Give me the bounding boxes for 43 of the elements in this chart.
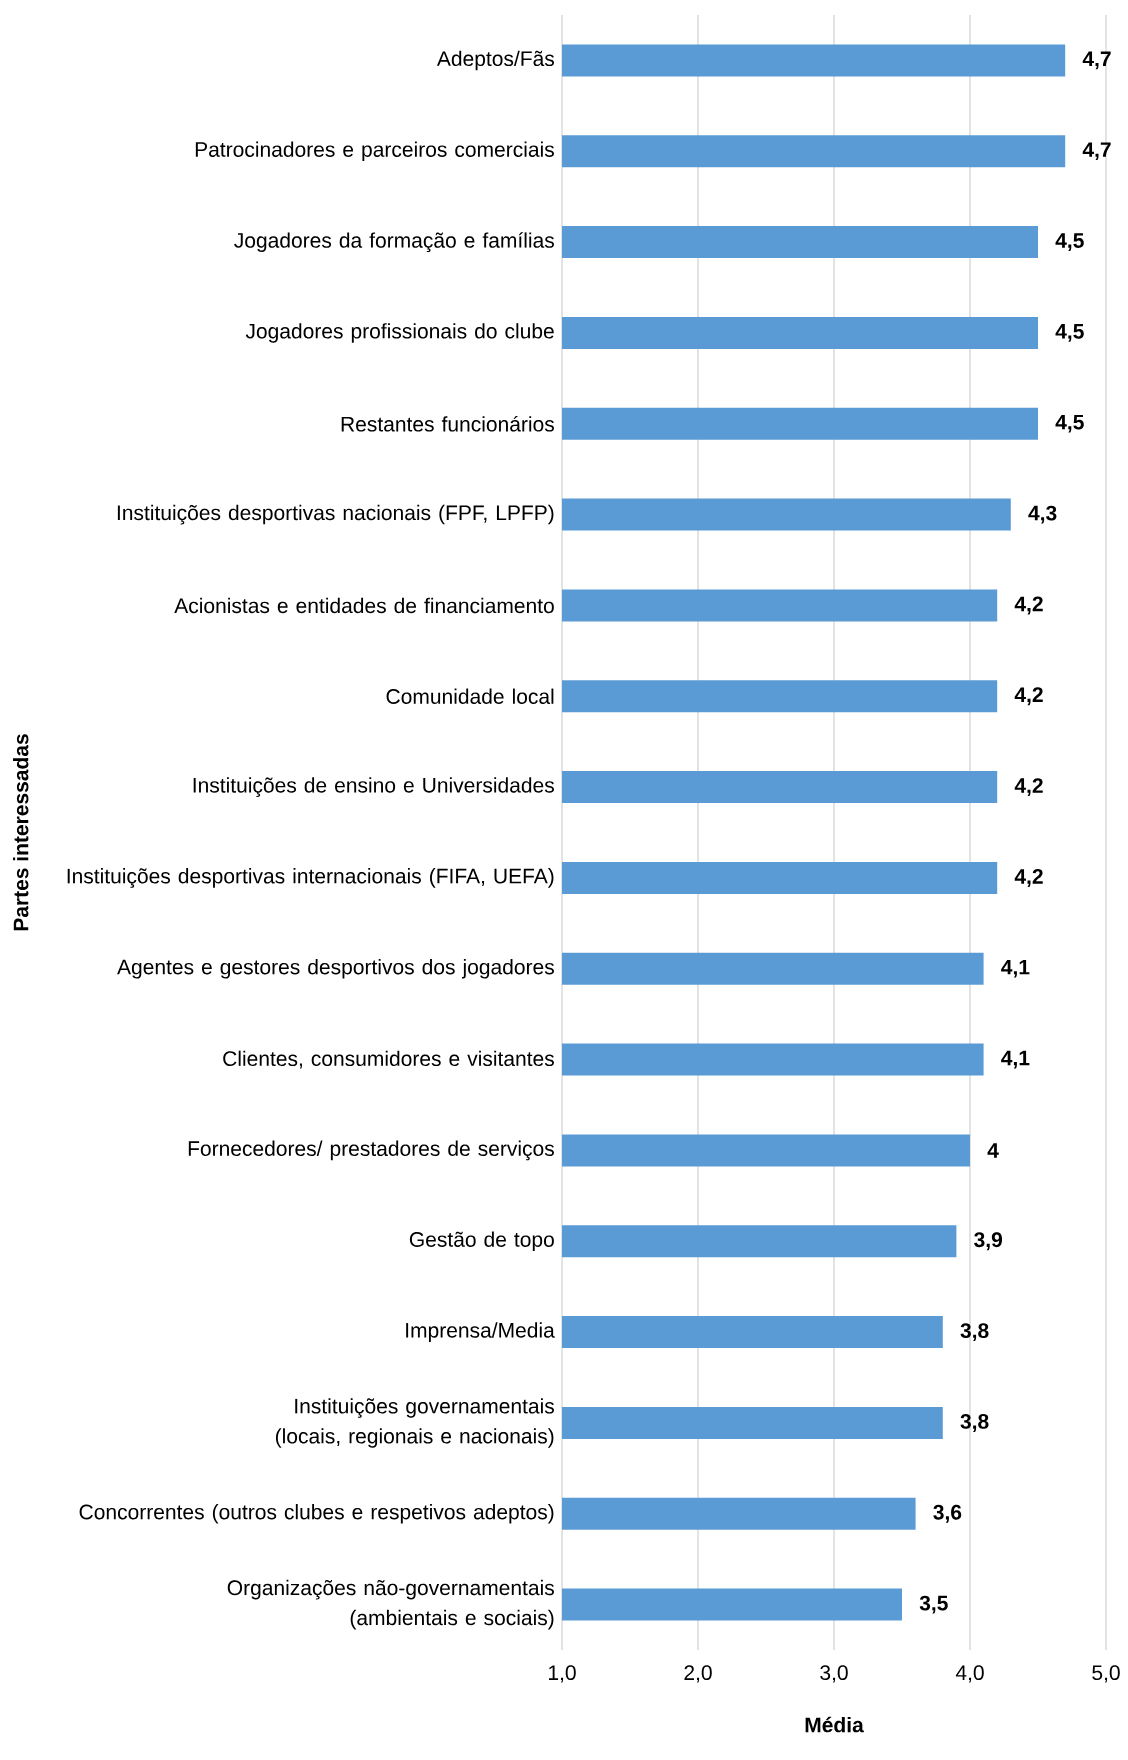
data-label: 4,5	[1055, 324, 1084, 342]
y-tick-label: Jogadores da formação e famílias	[234, 232, 554, 253]
data-label: 3,6	[933, 1504, 962, 1523]
y-tick-label: Organizações não-governamentais (ambientais e sociais)	[227, 1579, 554, 1630]
x-tick-label: 5,0	[1092, 1665, 1120, 1683]
y-tick-label: Instituições governamentais (locais, regionais e nacionais)	[275, 1398, 554, 1448]
y-tick-label: Gestão de topo	[409, 1231, 554, 1252]
data-label: 4,5	[1055, 233, 1084, 251]
data-label: 3,9	[974, 1232, 1003, 1251]
y-tick-label: Agentes e gestores desportivos dos jogadores	[117, 958, 554, 979]
data-label: 4,3	[1028, 505, 1057, 524]
data-label: 4,1	[1001, 1050, 1030, 1069]
x-tick-label: 1,0	[549, 1665, 576, 1683]
data-label: 4,2	[1014, 596, 1043, 615]
data-label: 4	[987, 1143, 999, 1158]
data-label: 4,2	[1014, 868, 1043, 887]
y-tick-label: Concorrentes (outros clubes e respetivos adeptos)	[79, 1503, 554, 1524]
y-tick-label: Instituições desportivas nacionais (FPF, LPFP)	[117, 504, 554, 525]
x-tick-label: 2,0	[684, 1665, 712, 1683]
data-label: 4,2	[1014, 778, 1043, 797]
y-tick-label: Jogadores profissionais do clube	[245, 323, 554, 343]
data-label: 4,7	[1082, 51, 1111, 70]
data-label: 4,5	[1055, 414, 1084, 433]
data-label: 4,1	[1001, 959, 1030, 978]
y-tick-label: Patrocinadores e parceiros comerciais	[195, 141, 554, 162]
x-tick-label: 3,0	[820, 1665, 848, 1683]
data-label: 3,8	[960, 1323, 989, 1342]
y-tick-label: Instituições de ensino e Universidades	[193, 777, 554, 797]
data-label: 3,5	[919, 1595, 948, 1614]
x-axis-title: Média	[805, 1716, 864, 1733]
y-tick-label: Adeptos/Fãs	[436, 50, 555, 71]
data-label: 3,8	[960, 1413, 989, 1432]
y-tick-label: Restantes funcionários	[341, 415, 554, 432]
y-axis-title: Partes interessadas	[13, 734, 29, 931]
y-tick-label: Fornecedores/ prestadores de serviços	[188, 1140, 554, 1161]
x-tick-label: 4,0	[955, 1665, 984, 1683]
data-label: 4,2	[1014, 687, 1043, 706]
y-tick-label: Instituições desportivas internacionais (FIFA, UEFA)	[67, 868, 554, 888]
y-tick-label: Acionistas e entidades de financiamento	[174, 597, 554, 614]
y-tick-label: Imprensa/Media	[406, 1322, 555, 1342]
data-label: 4,7	[1082, 142, 1111, 161]
y-tick-label: Clientes, consumidores e visitantes	[223, 1050, 554, 1069]
y-tick-label: Comunidade local	[386, 688, 554, 704]
